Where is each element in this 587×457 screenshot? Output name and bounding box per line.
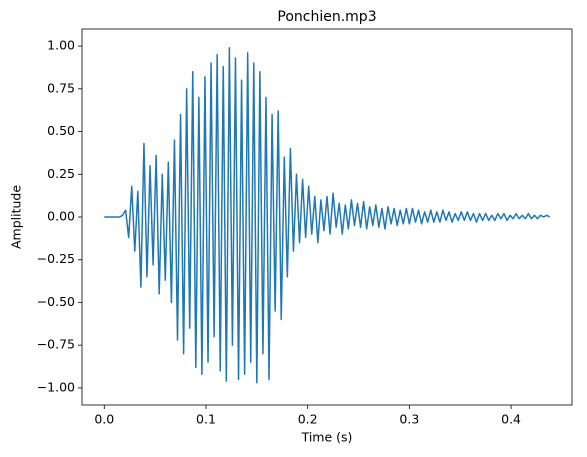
chart-title: Ponchien.mp3 bbox=[277, 9, 376, 25]
waveform-line bbox=[104, 47, 551, 384]
x-tick-label: 0.4 bbox=[501, 412, 521, 427]
y-tick-label: 0.75 bbox=[47, 80, 75, 95]
x-tick-label: 0.2 bbox=[298, 412, 318, 427]
x-axis-label: Time (s) bbox=[301, 430, 353, 445]
y-axis-label: Amplitude bbox=[9, 185, 24, 249]
y-tick-label: −0.50 bbox=[37, 294, 75, 309]
y-tick-label: 0.50 bbox=[47, 123, 75, 138]
x-tick-label: 0.3 bbox=[399, 412, 419, 427]
y-tick-label: −0.75 bbox=[37, 337, 75, 352]
axes-frame bbox=[81, 28, 573, 406]
y-tick-label: −1.00 bbox=[37, 379, 75, 394]
y-tick-label: 0.25 bbox=[47, 166, 75, 181]
y-tick-label: 0.00 bbox=[47, 209, 75, 224]
y-tick-label: −0.25 bbox=[37, 251, 75, 266]
y-tick-label: 1.00 bbox=[47, 38, 75, 53]
x-tick-label: 0.0 bbox=[94, 412, 114, 427]
x-tick-label: 0.1 bbox=[196, 412, 216, 427]
